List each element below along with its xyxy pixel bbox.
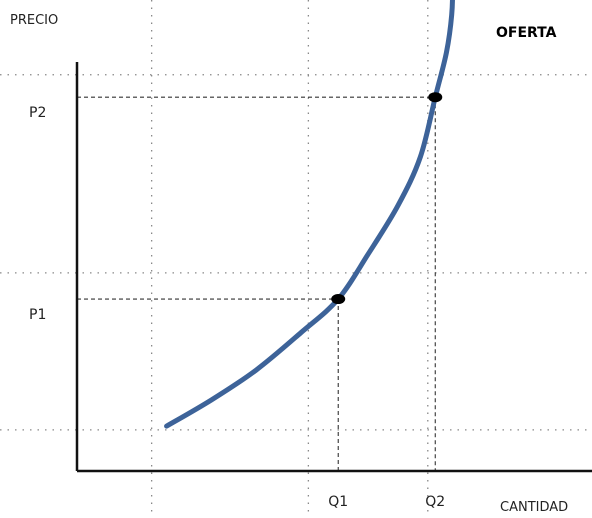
series	[164, 0, 456, 429]
data-point-1	[428, 92, 443, 103]
x-axis-label: CANTIDAD	[500, 500, 568, 513]
x-tick-label-0: Q1	[328, 494, 348, 510]
data-points	[331, 92, 443, 305]
supply-curve-0	[164, 0, 456, 429]
y-axis-label: PRECIO	[10, 13, 58, 28]
x-tick-label-1: Q2	[425, 494, 445, 510]
guide-lines	[77, 96, 436, 471]
y-tick-label-1: P2	[29, 105, 46, 121]
y-tick-label-0: P1	[29, 307, 46, 323]
data-point-0	[331, 294, 346, 305]
chart-title: OFERTA	[496, 25, 557, 41]
tick-labels: Q1 Q2 P1 P2	[29, 105, 445, 510]
